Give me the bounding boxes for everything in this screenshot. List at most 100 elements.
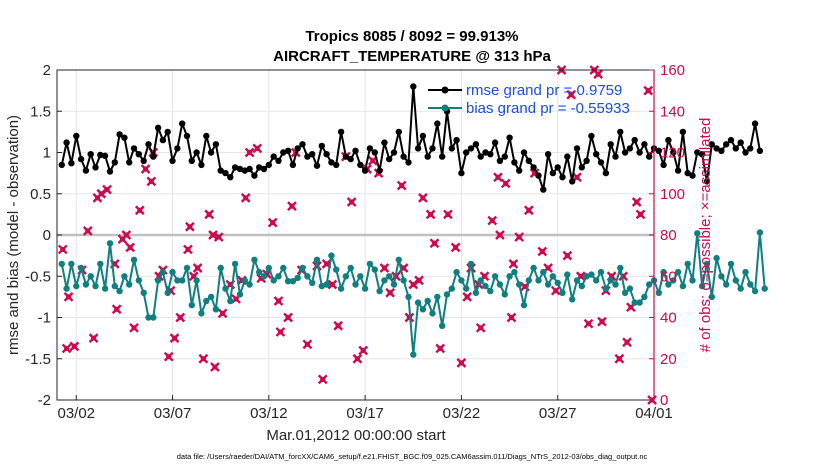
chart-title: Tropics 8085 / 8092 = 99.913% — [305, 28, 518, 45]
rmse-point — [516, 167, 523, 174]
bias-point — [121, 273, 128, 280]
rmse-point — [159, 136, 167, 144]
obs-marker-dot — [616, 356, 622, 362]
obs-marker-dot — [637, 211, 644, 217]
rmse-point — [376, 167, 383, 174]
bias-point — [371, 266, 378, 273]
obs-marker-dot — [420, 195, 426, 201]
bias-point — [188, 301, 195, 309]
bias-point — [270, 277, 277, 284]
legend-rmse-marker — [441, 86, 449, 94]
bias-point — [126, 281, 133, 288]
obs-marker-dot — [127, 244, 133, 250]
bias-point — [588, 271, 595, 278]
rmse-point — [429, 145, 436, 152]
rmse-point — [501, 153, 508, 160]
rmse-point — [602, 169, 610, 177]
bias-point — [357, 273, 364, 280]
obs-marker-dot — [104, 187, 110, 193]
bias-point — [535, 277, 542, 284]
bias-point — [434, 293, 441, 301]
bias-point — [400, 277, 407, 284]
obs-marker-dot — [489, 217, 495, 224]
bias-point — [573, 277, 581, 284]
rmse-point — [111, 159, 119, 166]
obs-marker-dot — [320, 376, 326, 382]
obs-marker — [495, 230, 505, 240]
rmse-point — [597, 159, 605, 166]
rmse-point — [674, 167, 682, 174]
bias-point — [593, 277, 600, 284]
rmse-point — [270, 153, 277, 160]
obs-marker — [643, 85, 654, 96]
bias-point — [559, 289, 566, 296]
bias-point — [366, 260, 374, 268]
rmse-point — [439, 153, 446, 160]
rmse-point — [241, 167, 248, 174]
bias-point — [453, 268, 460, 276]
bias-point — [487, 287, 494, 295]
bias-point — [540, 268, 547, 276]
rmse-point — [337, 128, 345, 136]
bias-point — [670, 277, 677, 284]
rmse-point — [275, 157, 282, 164]
bias-point — [313, 256, 321, 263]
legend-bias-label: bias grand pr = -0.55933 — [466, 100, 630, 117]
bias-point — [646, 281, 653, 288]
bias-point — [660, 268, 667, 276]
rmse-point — [207, 149, 215, 156]
obs-marker-dot — [304, 341, 310, 347]
obs-marker — [287, 201, 297, 211]
rmse-point — [453, 136, 460, 144]
rmse-point — [448, 145, 455, 152]
obs-marker-dot — [574, 174, 580, 180]
rmse-point — [458, 169, 465, 177]
obs-marker — [82, 226, 93, 236]
rmse-point — [260, 165, 268, 173]
bias-point — [183, 264, 191, 272]
y-right-axis-ticks: 0 20 40 60 80 100 120 140 160 — [649, 62, 685, 409]
obs-marker — [635, 209, 646, 220]
obs-marker — [327, 279, 338, 290]
obs-marker — [69, 341, 80, 352]
obs-marker — [273, 296, 284, 306]
obs-marker-dot — [289, 203, 295, 209]
obs-marker-dot — [60, 246, 66, 253]
bias-point — [260, 273, 268, 280]
obs-marker — [317, 374, 328, 385]
bias-point — [333, 266, 340, 273]
y-right-tick-label: 80 — [660, 227, 677, 244]
rmse-point — [97, 151, 104, 159]
obs-marker — [352, 353, 363, 364]
series-layer — [58, 83, 768, 358]
obs-marker — [583, 318, 594, 329]
bias-point — [443, 291, 451, 298]
x-tick-label: 03/17 — [346, 405, 384, 422]
obs-marker — [198, 353, 209, 364]
obs-marker-dot — [360, 347, 366, 354]
rmse-point — [183, 132, 191, 140]
legend: rmse grand pr = 0.9759 bias grand pr = -… — [428, 82, 630, 117]
bias-point — [429, 310, 436, 317]
obs-marker — [146, 176, 157, 187]
obs-marker — [487, 215, 498, 226]
obs-marker-dot — [634, 199, 640, 205]
obs-marker — [418, 193, 428, 203]
bias-point — [87, 273, 94, 280]
rmse-point — [246, 165, 253, 173]
bias-point — [694, 230, 701, 237]
rmse-point — [381, 139, 388, 146]
y-tick-label: -2 — [38, 392, 51, 409]
rmse-point — [631, 136, 638, 144]
bias-point — [578, 282, 585, 290]
rmse-point — [68, 160, 75, 167]
rmse-point — [727, 136, 735, 144]
bias-point — [607, 277, 614, 284]
obs-marker — [379, 263, 390, 273]
obs-marker — [183, 244, 193, 255]
obs-marker — [244, 147, 255, 158]
bias-point — [154, 277, 162, 284]
rmse-point — [217, 167, 224, 174]
obs-marker — [129, 322, 139, 333]
obs-marker-dot — [354, 356, 361, 362]
